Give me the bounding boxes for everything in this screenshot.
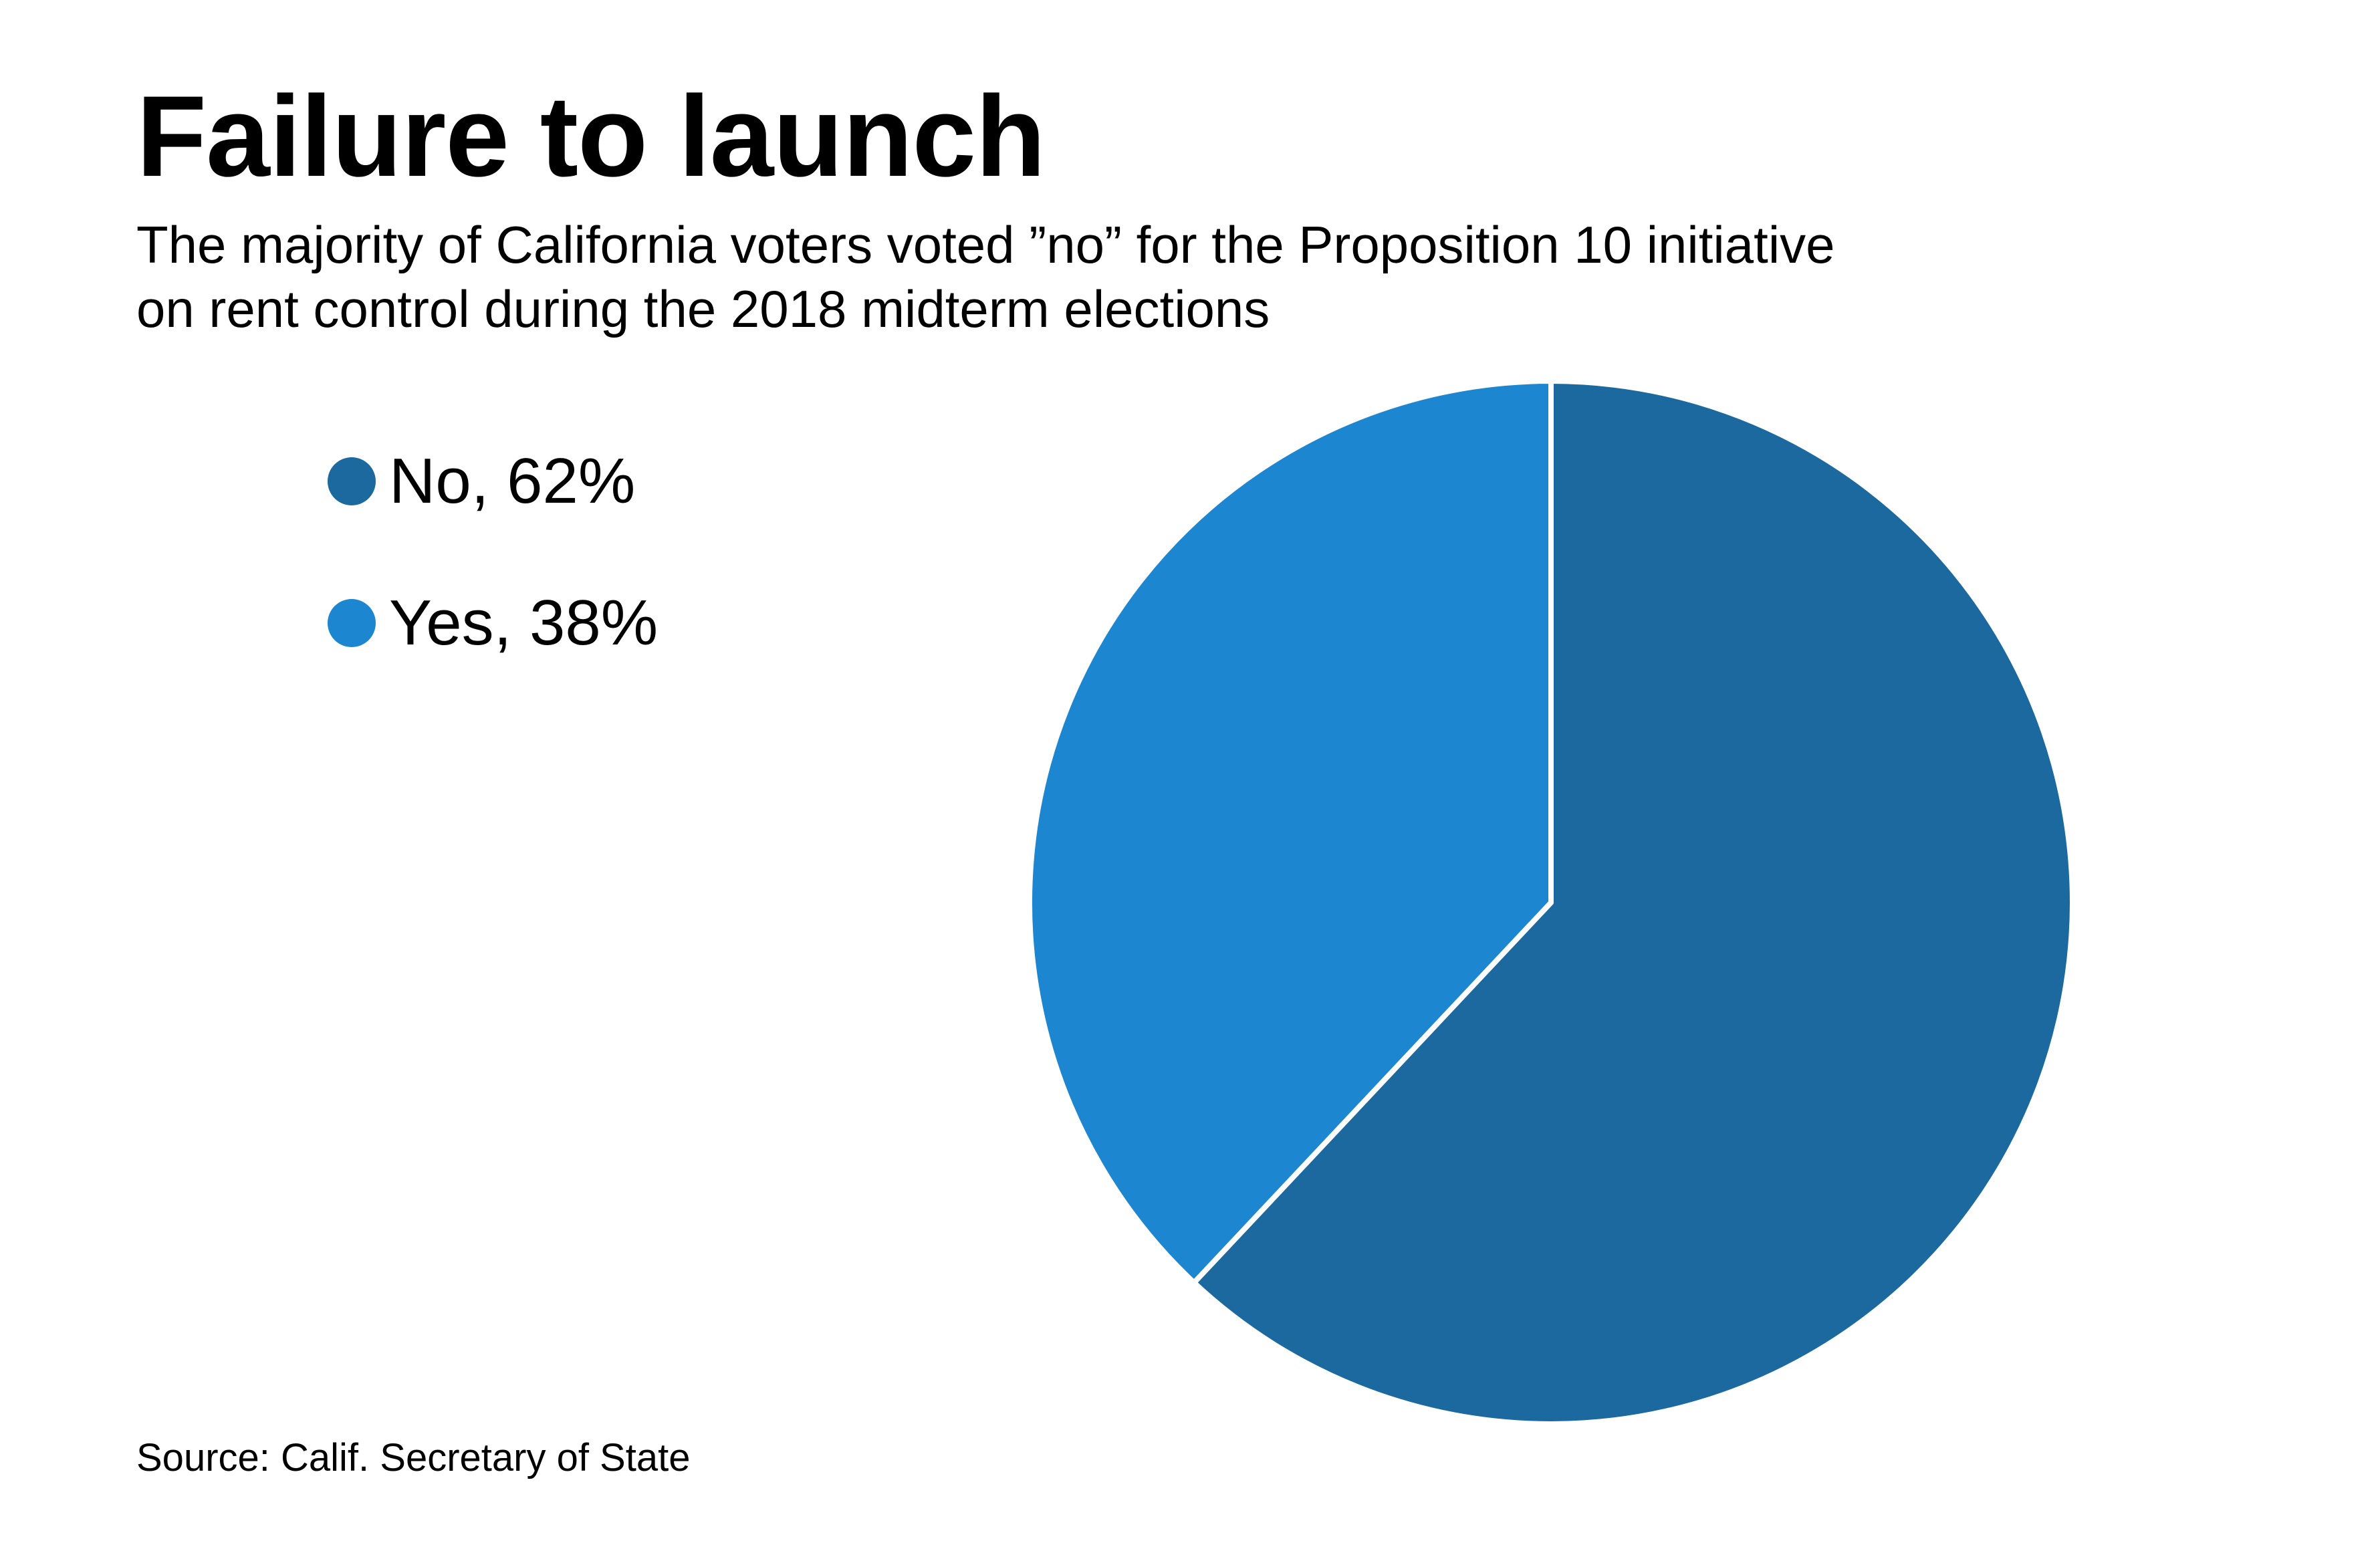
subtitle-line-2: on rent control during the 2018 midterm … (136, 279, 1270, 338)
legend-dot-yes (328, 599, 376, 647)
legend-item-no: No, 62% (328, 441, 658, 521)
legend-dot-no (328, 457, 376, 505)
legend-label-yes: Yes, 38% (389, 587, 659, 659)
legend-item-yes: Yes, 38% (328, 583, 658, 663)
pie-slice-no (1191, 378, 2075, 1427)
pie-slices (1027, 378, 2075, 1427)
subtitle-line-1: The majority of California voters voted … (136, 215, 1835, 274)
pie-slice-yes (1027, 378, 1554, 1286)
legend-label-no: No, 62% (389, 445, 636, 517)
chart-subtitle: The majority of California voters voted … (136, 213, 2209, 341)
legend: No, 62% Yes, 38% (328, 441, 658, 725)
chart-title: Failure to launch (136, 72, 1046, 201)
source-note: Source: Calif. Secretary of State (136, 1436, 691, 1479)
